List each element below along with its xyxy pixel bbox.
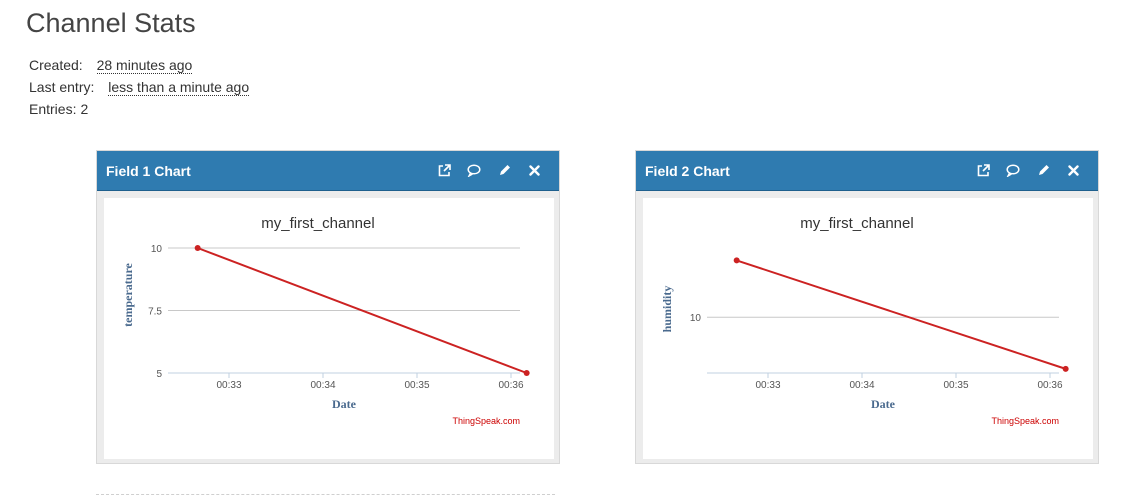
x-axis-label: Date	[871, 397, 896, 411]
close-icon[interactable]	[527, 164, 541, 178]
data-point	[733, 257, 740, 264]
data-point	[523, 370, 530, 376]
stat-entries: Entries: 2	[29, 98, 249, 120]
channel-stats: Created: 28 minutes ago Last entry: less…	[29, 54, 250, 120]
stat-last-entry: Last entry: less than a minute ago	[29, 76, 250, 98]
field-2-chart: 10 00:33 00:34 00:35 00:36 my_first_channel…	[643, 198, 1093, 459]
x-tick-label: 00:34	[849, 380, 874, 391]
x-tick-label: 00:35	[404, 380, 429, 391]
external-link-icon[interactable]	[437, 164, 451, 178]
entries-value: 2	[80, 101, 89, 117]
last-entry-label: Last entry:	[29, 79, 95, 95]
x-tick-label: 00:34	[310, 380, 335, 391]
pencil-icon[interactable]	[497, 164, 511, 178]
panel-title: Field 1 Chart	[106, 162, 191, 179]
panel-tools	[437, 164, 541, 178]
external-link-icon[interactable]	[976, 164, 990, 178]
panel-header: Field 2 Chart	[636, 151, 1098, 191]
field-2-chart-panel: Field 2 Chart 10 00:33 00:34 00:35 00:36 my…	[635, 150, 1099, 464]
y-tick-label: 10	[690, 313, 702, 324]
y-tick-label: 7.5	[148, 307, 162, 318]
created-label: Created:	[29, 57, 83, 73]
y-axis-label: humidity	[660, 286, 674, 333]
x-tick-label: 00:36	[498, 380, 523, 391]
chart-svg: 5 7.5 10 00:33 00:34 00:35 00:36 my_first_cha…	[121, 215, 530, 426]
chart-grid	[168, 247, 520, 374]
y-axis-label: temperature	[121, 262, 135, 326]
x-tick-label: 00:36	[1037, 380, 1062, 391]
next-panel-edge	[96, 494, 555, 495]
x-tick-label: 00:33	[216, 380, 241, 391]
series-line	[736, 259, 1066, 370]
x-tick-label: 00:33	[755, 380, 780, 391]
y-tick-label: 5	[156, 369, 162, 380]
page-title: Channel Stats	[26, 8, 196, 38]
y-tick-label: 10	[151, 244, 163, 255]
entries-label: Entries:	[29, 101, 77, 117]
chart-credit[interactable]: ThingSpeak.com	[991, 416, 1059, 426]
comment-icon[interactable]	[467, 164, 481, 178]
chart-credit[interactable]: ThingSpeak.com	[452, 416, 520, 426]
chart-title: my_first_channel	[261, 215, 374, 232]
series-line	[197, 247, 528, 374]
data-point	[194, 245, 201, 251]
panel-header: Field 1 Chart	[97, 151, 559, 191]
last-entry-value[interactable]: less than a minute ago	[108, 79, 250, 96]
chart-svg: 10 00:33 00:34 00:35 00:36 my_first_channel…	[660, 215, 1069, 426]
comment-icon[interactable]	[1006, 164, 1020, 178]
panel-title: Field 2 Chart	[645, 162, 730, 179]
x-axis-label: Date	[332, 397, 357, 411]
chart-title: my_first_channel	[800, 215, 913, 232]
close-icon[interactable]	[1066, 164, 1080, 178]
x-tick-label: 00:35	[943, 380, 968, 391]
field-1-chart-panel: Field 1 Chart 5 7.5 10 00:33 00:34 00:35 00:3…	[96, 150, 560, 464]
stat-created: Created: 28 minutes ago	[29, 54, 249, 76]
pencil-icon[interactable]	[1036, 164, 1050, 178]
created-value[interactable]: 28 minutes ago	[96, 57, 193, 74]
field-1-chart: 5 7.5 10 00:33 00:34 00:35 00:36 my_first_cha…	[104, 198, 554, 459]
panel-tools	[976, 164, 1080, 178]
data-point	[1062, 365, 1069, 372]
